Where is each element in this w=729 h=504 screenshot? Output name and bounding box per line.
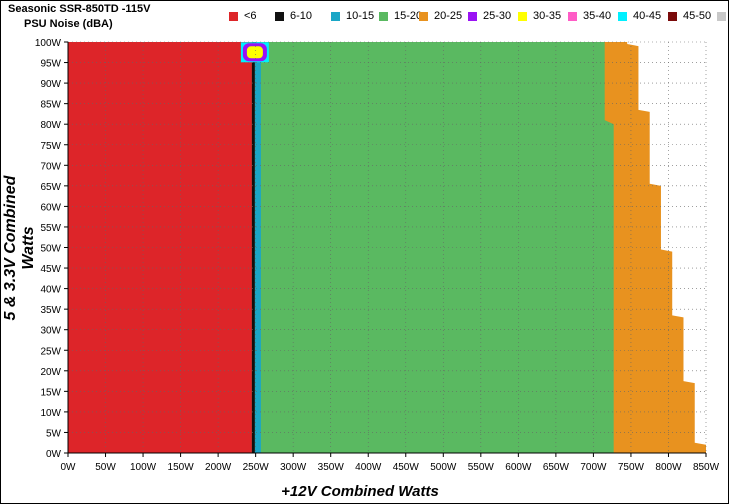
legend-swatch xyxy=(275,11,284,21)
legend-label: <6 xyxy=(244,10,257,22)
legend-item: 40-45 xyxy=(618,10,661,22)
x-tick-label: 0W xyxy=(61,462,77,473)
y-tick-label: 80W xyxy=(40,120,61,131)
y-tick-label: 65W xyxy=(40,182,61,193)
x-tick-label: 500W xyxy=(430,462,457,473)
legend-label: 45-50 xyxy=(683,10,712,22)
legend-item: >50 xyxy=(717,10,729,22)
legend-swatch xyxy=(331,11,340,21)
y-tick-label: 95W xyxy=(40,59,61,70)
legend-swatch xyxy=(518,11,527,21)
legend-swatch xyxy=(717,11,726,21)
y-tick-label: 70W xyxy=(40,161,61,172)
legend-label: 15-20 xyxy=(394,10,423,22)
y-tick-label: 100W xyxy=(35,38,62,49)
legend-item: 25-30 xyxy=(468,10,511,22)
legend-item: 30-35 xyxy=(518,10,561,22)
y-tick-label: 5W xyxy=(46,428,62,439)
band-<6 xyxy=(68,42,252,453)
y-tick-label: 15W xyxy=(40,387,61,398)
legend-label: 10-15 xyxy=(346,10,375,22)
y-tick-label: 55W xyxy=(40,223,61,234)
y-tick-label: 50W xyxy=(40,244,61,255)
legend-label: 20-25 xyxy=(434,10,463,22)
x-tick-label: 250W xyxy=(243,462,270,473)
band-10-15 xyxy=(254,42,261,453)
legend-item: 10-15 xyxy=(331,10,374,22)
y-tick-label: 90W xyxy=(40,79,61,90)
legend-item: 20-25 xyxy=(419,10,462,22)
y-tick-label: 75W xyxy=(40,141,61,152)
legend-label: 25-30 xyxy=(483,10,512,22)
x-tick-label: 750W xyxy=(618,462,645,473)
y-tick-label: 85W xyxy=(40,100,61,111)
legend-item: 6-10 xyxy=(275,10,312,22)
y-tick-label: 0W xyxy=(46,449,62,460)
y-tick-label: 25W xyxy=(40,346,61,357)
y-tick-label: 60W xyxy=(40,202,61,213)
x-tick-label: 300W xyxy=(280,462,307,473)
band-6-10 xyxy=(251,42,255,453)
x-tick-label: 400W xyxy=(355,462,382,473)
x-axis-label: +12V Combined Watts xyxy=(281,483,439,500)
x-tick-label: 600W xyxy=(505,462,532,473)
legend-swatch xyxy=(419,11,428,21)
legend-item: 45-50 xyxy=(668,10,711,22)
y-tick-label: 20W xyxy=(40,367,61,378)
y-tick-label: 30W xyxy=(40,326,61,337)
legend-swatch xyxy=(468,11,477,21)
x-tick-label: 850W xyxy=(693,462,720,473)
x-tick-label: 50W xyxy=(95,462,116,473)
legend-swatch xyxy=(568,11,577,21)
chart-subtitle: PSU Noise (dBA) xyxy=(24,18,113,30)
x-tick-label: 550W xyxy=(468,462,495,473)
legend-label: 30-35 xyxy=(533,10,562,22)
x-tick-label: 800W xyxy=(655,462,682,473)
legend-swatch xyxy=(379,11,388,21)
legend-swatch xyxy=(668,11,677,21)
x-tick-label: 150W xyxy=(168,462,195,473)
legend-item: 15-20 xyxy=(379,10,422,22)
x-tick-label: 700W xyxy=(580,462,607,473)
legend-label: 35-40 xyxy=(583,10,612,22)
y-tick-label: 35W xyxy=(40,305,61,316)
chart-title: Seasonic SSR-850TD -115V xyxy=(8,3,151,15)
y-tick-label: 40W xyxy=(40,285,61,296)
x-tick-label: 450W xyxy=(393,462,420,473)
x-tick-label: 100W xyxy=(130,462,157,473)
legend-item: <6 xyxy=(229,10,257,22)
x-tick-label: 200W xyxy=(205,462,232,473)
legend-label: 40-45 xyxy=(633,10,662,22)
x-tick-label: 650W xyxy=(543,462,570,473)
legend-label: 6-10 xyxy=(290,10,313,22)
legend-swatch xyxy=(229,11,238,21)
legend-item: 35-40 xyxy=(568,10,611,22)
legend-swatch xyxy=(618,11,627,21)
y-tick-label: 10W xyxy=(40,408,61,419)
hotspot-core xyxy=(246,46,263,59)
y-tick-label: 45W xyxy=(40,264,61,275)
x-tick-label: 350W xyxy=(318,462,345,473)
